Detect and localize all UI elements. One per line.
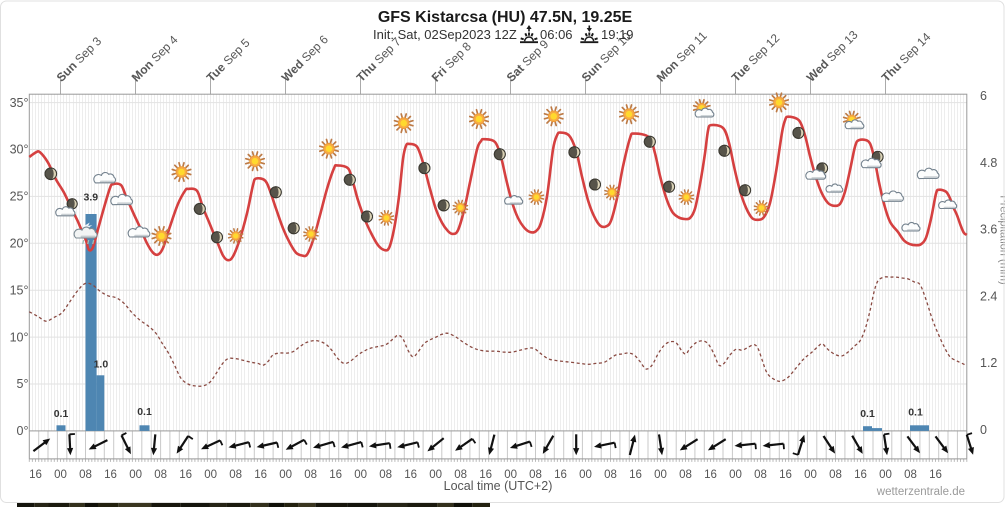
svg-text:16: 16: [104, 469, 117, 481]
svg-text:08: 08: [754, 469, 767, 481]
svg-text:Local time (UTC+2): Local time (UTC+2): [444, 479, 553, 493]
svg-text:1.0: 1.0: [94, 359, 109, 371]
svg-text:16: 16: [479, 469, 492, 481]
svg-text:00: 00: [729, 469, 742, 481]
svg-text:0°: 0°: [17, 424, 29, 438]
svg-text:08: 08: [79, 469, 92, 481]
svg-text:35°: 35°: [10, 96, 29, 110]
svg-text:16: 16: [854, 469, 867, 481]
svg-text:00: 00: [354, 469, 367, 481]
svg-text:16: 16: [629, 469, 642, 481]
svg-text:00: 00: [879, 469, 892, 481]
svg-text:16: 16: [254, 469, 267, 481]
svg-text:0.1: 0.1: [860, 408, 875, 420]
svg-text:08: 08: [229, 469, 242, 481]
svg-text:08: 08: [154, 469, 167, 481]
svg-text:16: 16: [329, 469, 342, 481]
svg-text:0.1: 0.1: [137, 406, 152, 418]
svg-text:15°: 15°: [10, 283, 29, 297]
svg-text:0: 0: [980, 423, 987, 437]
svg-text:3.6: 3.6: [980, 223, 997, 237]
svg-text:00: 00: [429, 469, 442, 481]
svg-text:Precipitation (mm): Precipitation (mm): [998, 195, 1005, 284]
svg-text:08: 08: [454, 469, 467, 481]
svg-text:GFS Kistarcsa (HU) 47.5N, 19.2: GFS Kistarcsa (HU) 47.5N, 19.25E: [378, 9, 633, 26]
svg-text:08: 08: [529, 469, 542, 481]
svg-text:2.4: 2.4: [980, 289, 997, 303]
svg-text:08: 08: [829, 469, 842, 481]
svg-text:00: 00: [579, 469, 592, 481]
svg-text:5°: 5°: [17, 377, 29, 391]
svg-text:16: 16: [404, 469, 417, 481]
svg-text:0.1: 0.1: [54, 408, 69, 420]
svg-text:08: 08: [679, 469, 692, 481]
svg-text:30°: 30°: [10, 143, 29, 157]
svg-text:16: 16: [779, 469, 792, 481]
svg-text:16: 16: [929, 469, 942, 481]
svg-text:16: 16: [29, 469, 42, 481]
svg-text:16: 16: [704, 469, 717, 481]
svg-text:16: 16: [554, 469, 567, 481]
svg-text:20°: 20°: [10, 237, 29, 251]
svg-text:10°: 10°: [10, 330, 29, 344]
svg-text:3.9: 3.9: [83, 192, 98, 204]
svg-text:wetterzentrale.de: wetterzentrale.de: [876, 486, 965, 498]
svg-text:08: 08: [904, 469, 917, 481]
svg-text:00: 00: [804, 469, 817, 481]
svg-text:00: 00: [504, 469, 517, 481]
svg-text:00: 00: [654, 469, 667, 481]
svg-text:25°: 25°: [10, 190, 29, 204]
svg-text:00: 00: [279, 469, 292, 481]
svg-text:08: 08: [379, 469, 392, 481]
svg-text:Init: Sat, 02Sep2023 12Z: Init: Sat, 02Sep2023 12Z: [373, 27, 517, 42]
svg-text:16: 16: [179, 469, 192, 481]
svg-text:00: 00: [54, 469, 67, 481]
svg-text:08: 08: [304, 469, 317, 481]
svg-text:6: 6: [980, 89, 987, 103]
svg-text:08: 08: [604, 469, 617, 481]
svg-text:06:06: 06:06: [540, 27, 573, 42]
svg-text:4.8: 4.8: [980, 156, 997, 170]
svg-text:0.1: 0.1: [908, 407, 923, 419]
svg-text:00: 00: [129, 469, 142, 481]
svg-text:19:19: 19:19: [601, 27, 634, 42]
svg-text:00: 00: [204, 469, 217, 481]
svg-text:1.2: 1.2: [980, 356, 997, 370]
